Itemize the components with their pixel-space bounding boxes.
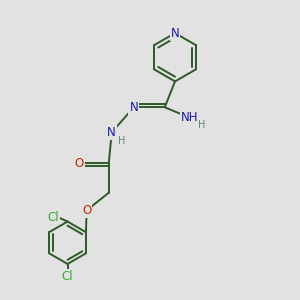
Text: H: H	[118, 136, 126, 146]
Text: O: O	[75, 157, 84, 170]
Text: O: O	[82, 204, 91, 217]
Text: N: N	[171, 27, 179, 40]
Text: N: N	[107, 126, 116, 139]
Text: N: N	[129, 101, 138, 114]
Text: NH: NH	[181, 111, 199, 124]
Text: H: H	[198, 120, 206, 130]
Text: Cl: Cl	[47, 211, 58, 224]
Text: Cl: Cl	[62, 270, 74, 283]
